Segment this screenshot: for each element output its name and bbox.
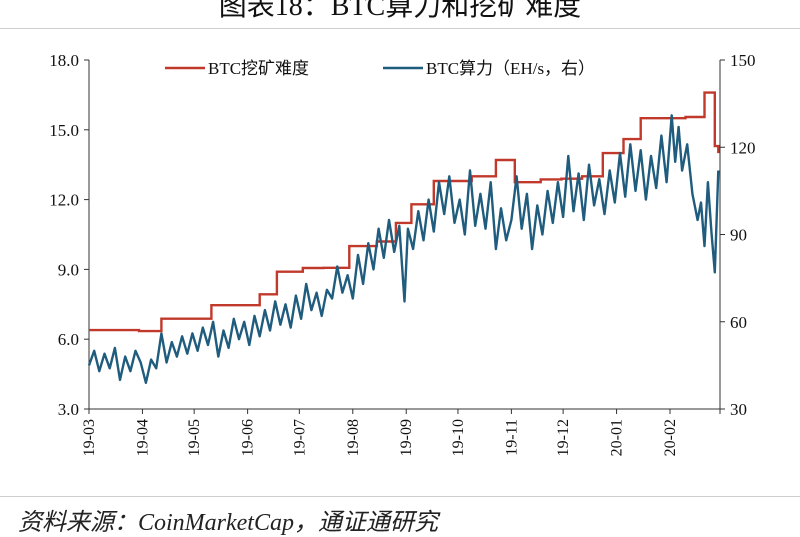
- y-left-tick-label: 3.0: [58, 400, 79, 419]
- x-tick-label: 19-08: [345, 419, 362, 456]
- x-tick-label: 19-11: [503, 419, 520, 456]
- page-title: 图表18：BTC算力和挖矿难度: [218, 0, 582, 22]
- series-line-hashrate: [87, 114, 720, 384]
- btc-chart: 3.0 6.0 9.0 12.0 15.0 18.0 30 60 90 120 150 19-03 19…: [49, 51, 755, 456]
- series-layer: [87, 91, 720, 384]
- x-tick-label: 19-04: [134, 419, 151, 456]
- y-right-tick-label: 120: [730, 138, 756, 157]
- y-right-tick-label: 90: [730, 226, 747, 245]
- y-left-tick-label: 15.0: [49, 121, 79, 140]
- top-divider: [0, 28, 800, 29]
- x-tick-label: 19-07: [291, 419, 308, 456]
- source-note: 资料来源：CoinMarketCap，通证通研究: [18, 510, 438, 536]
- x-tick-label: 20-01: [609, 419, 626, 456]
- x-tick-label: 20-02: [662, 419, 679, 456]
- y-right-tick-label: 30: [730, 400, 747, 419]
- legend-label-hashrate: BTC算力（EH/s，右）: [426, 59, 595, 78]
- y-left-tick-label: 6.0: [58, 330, 79, 349]
- y-right-tick-label: 150: [730, 51, 756, 70]
- legend-label-difficulty: BTC挖矿难度: [208, 59, 309, 78]
- y-right-tick-label: 60: [730, 313, 747, 332]
- x-tick-label: 19-12: [555, 419, 572, 456]
- x-tick-label: 19-05: [186, 419, 203, 456]
- y-left-tick-label: 18.0: [49, 51, 79, 70]
- x-tick-label: 19-06: [240, 419, 257, 456]
- bottom-divider: [0, 496, 800, 497]
- y-left-tick-label: 12.0: [49, 191, 79, 210]
- x-tick-label: 19-09: [398, 419, 415, 456]
- x-tick-label: 19-03: [81, 419, 98, 456]
- chart-legend: BTC挖矿难度 BTC算力（EH/s，右）: [165, 59, 595, 78]
- chart-axes: 3.0 6.0 9.0 12.0 15.0 18.0 30 60 90 120 150 19-03 19…: [49, 51, 755, 456]
- x-tick-label: 19-10: [450, 419, 467, 456]
- y-left-tick-label: 9.0: [58, 260, 79, 279]
